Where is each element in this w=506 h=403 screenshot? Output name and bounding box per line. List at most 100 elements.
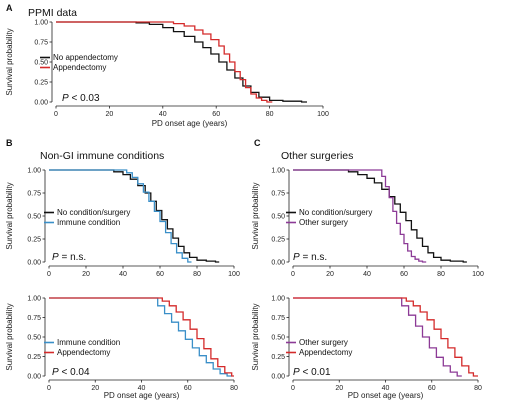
p-symbol: P (293, 252, 300, 263)
p-value-text: = n.s. (300, 252, 328, 263)
legend-entry: Immune condition (57, 218, 120, 227)
y-tick-label: 1.00 (27, 167, 41, 174)
legend-entry: Other surgery (299, 218, 348, 227)
p-value-annotation: P < 0.01 (293, 367, 331, 378)
x-tick-label: 100 (317, 111, 329, 118)
p-value-text: < 0.04 (59, 367, 90, 378)
x-tick-label: 40 (119, 271, 127, 278)
survival-curve-comparison (49, 169, 192, 263)
panel-title: PPMI data (28, 7, 77, 19)
x-tick-label: 40 (363, 271, 371, 278)
y-axis-label: Survival probability (5, 303, 14, 370)
p-value-annotation: P < 0.03 (62, 93, 100, 104)
y-tick-label: 0.00 (27, 259, 41, 266)
survival-curve-reference (56, 21, 307, 103)
km-panel-3: C Other surgeries 0.00 0.25 0.50 0.75 1.00 0 20 4… (251, 138, 484, 278)
x-tick-label: 80 (230, 385, 238, 392)
survival-curve-comparison (293, 169, 427, 263)
legend-entry: Appendectomy (299, 348, 352, 357)
x-tick-label: 20 (106, 111, 114, 118)
p-value-annotation: P < 0.04 (52, 367, 90, 378)
y-axis-label: Survival probability (5, 182, 14, 249)
panel-title: Other surgeries (281, 150, 353, 162)
x-tick-label: 60 (184, 385, 192, 392)
panel-letter: A (6, 3, 13, 13)
y-tick-label: 0.00 (34, 99, 48, 106)
x-tick-label: 20 (82, 271, 90, 278)
legend-entry: Appendectomy (57, 348, 110, 357)
y-tick-label: 1.00 (271, 167, 285, 174)
km-panel-4: 0.00 0.25 0.50 0.75 1.00 0 20 40 60 80 Survival pr… (5, 295, 238, 400)
p-symbol: P (52, 252, 59, 263)
km-panel-1: A PPMI data 0.00 0.25 0.50 0.75 1.00 0 20 40 60 80 1… (5, 3, 329, 128)
km-panel-2: B Non-GI immune conditions 0.00 0.25 0.50 0.7… (5, 138, 240, 278)
legend-entry: Other surgery (299, 338, 348, 347)
y-axis-label: Survival probability (5, 28, 14, 95)
x-axis-label: PD onset age (years) (104, 391, 180, 400)
x-tick-label: 40 (138, 385, 146, 392)
y-tick-label: 0.50 (27, 334, 41, 341)
panel-letter: B (6, 138, 13, 148)
legend-entry: No appendectomy (53, 53, 118, 62)
x-tick-label: 0 (54, 111, 58, 118)
y-tick-label: 0.00 (27, 373, 41, 380)
x-axis-label: PD onset age (years) (348, 391, 424, 400)
y-tick-label: 0.25 (271, 236, 285, 243)
y-axis-label: Survival probability (251, 303, 260, 370)
x-axis-label: PD onset age (years) (152, 119, 228, 128)
y-tick-label: 0.25 (27, 236, 41, 243)
y-tick-label: 0.50 (271, 213, 285, 220)
x-tick-label: 60 (400, 271, 408, 278)
p-value-annotation: P = n.s. (293, 252, 327, 263)
survival-curve-reference (49, 297, 232, 377)
x-tick-label: 80 (437, 271, 445, 278)
y-tick-label: 1.00 (34, 19, 48, 26)
survival-curve-comparison (56, 21, 273, 103)
y-tick-label: 0.50 (27, 213, 41, 220)
p-symbol: P (62, 93, 69, 104)
legend-entry: Immune condition (57, 338, 120, 347)
x-tick-label: 60 (212, 111, 220, 118)
y-axis-label: Survival probability (251, 182, 260, 249)
y-tick-label: 0.50 (271, 334, 285, 341)
survival-curve-comparison (49, 297, 234, 377)
p-value-text: < 0.03 (69, 93, 100, 104)
x-tick-label: 80 (193, 271, 201, 278)
p-value-text: = n.s. (59, 252, 87, 263)
x-tick-label: 20 (326, 271, 334, 278)
x-tick-label: 0 (291, 385, 295, 392)
legend-entry: Appendectomy (53, 63, 106, 72)
legend-entry: No condition/surgery (57, 208, 130, 217)
x-tick-label: 0 (291, 271, 295, 278)
p-value-annotation: P = n.s. (52, 252, 86, 263)
survival-curve-reference (293, 297, 462, 377)
x-tick-label: 100 (228, 271, 240, 278)
y-tick-label: 0.75 (271, 190, 285, 197)
y-tick-label: 0.75 (27, 190, 41, 197)
x-tick-label: 40 (159, 111, 167, 118)
x-tick-label: 60 (428, 385, 436, 392)
p-symbol: P (52, 367, 59, 378)
survival-curve-reference (49, 169, 220, 263)
x-tick-label: 60 (156, 271, 164, 278)
panel-title: Non-GI immune conditions (40, 150, 164, 162)
p-symbol: P (293, 367, 300, 378)
y-tick-label: 0.75 (27, 315, 41, 322)
y-tick-label: 0.25 (271, 354, 285, 361)
x-tick-label: 80 (474, 385, 482, 392)
panel-letter: C (254, 138, 261, 148)
survival-curve-comparison (293, 297, 478, 377)
y-tick-label: 0.25 (27, 354, 41, 361)
y-tick-label: 0.75 (34, 39, 48, 46)
x-tick-label: 20 (335, 385, 343, 392)
x-tick-label: 0 (47, 385, 51, 392)
y-tick-label: 0.25 (34, 79, 48, 86)
x-tick-label: 100 (472, 271, 484, 278)
x-tick-label: 40 (382, 385, 390, 392)
y-tick-label: 0.00 (271, 373, 285, 380)
y-tick-label: 0.75 (271, 315, 285, 322)
y-tick-label: 0.50 (34, 59, 48, 66)
y-tick-label: 0.00 (271, 259, 285, 266)
x-tick-label: 80 (266, 111, 274, 118)
